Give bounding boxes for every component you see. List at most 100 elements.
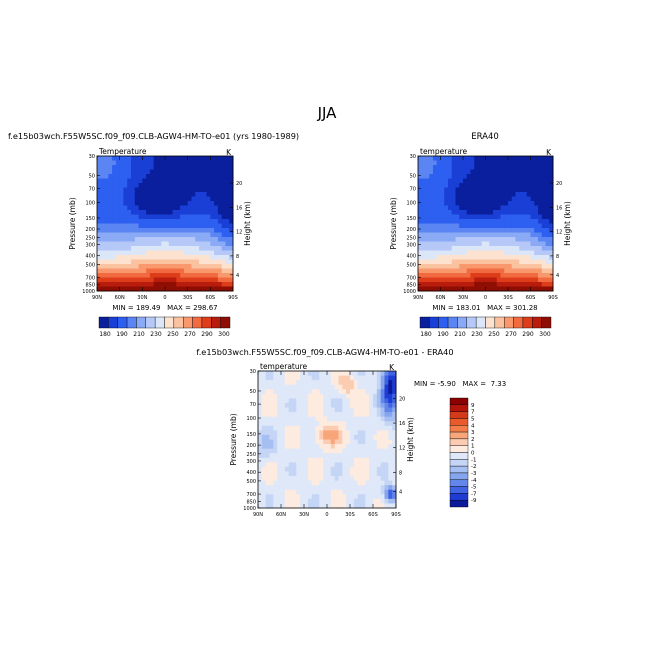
contour-cell bbox=[463, 273, 468, 278]
contour-cell bbox=[217, 264, 223, 269]
contour-cell bbox=[112, 187, 117, 193]
contour-cell bbox=[515, 201, 520, 206]
contour-cell bbox=[284, 398, 290, 404]
contour-cell bbox=[433, 205, 438, 211]
contour-cell bbox=[433, 187, 438, 193]
contour-cell bbox=[183, 160, 189, 166]
contour-cell bbox=[149, 214, 155, 220]
contour-cell bbox=[172, 178, 177, 184]
contour-cell bbox=[261, 498, 267, 504]
contour-cell bbox=[421, 237, 426, 242]
contour-cell bbox=[108, 165, 113, 170]
contour-cell bbox=[496, 214, 501, 220]
contour-cell bbox=[269, 375, 274, 381]
contour-cell bbox=[418, 156, 423, 161]
contour-cell bbox=[346, 384, 351, 390]
contour-cell bbox=[474, 196, 479, 202]
contour-cell bbox=[511, 165, 516, 170]
contour-cell bbox=[319, 466, 324, 472]
contour-cell bbox=[545, 255, 550, 260]
contour-cell bbox=[304, 480, 309, 486]
contour-cell bbox=[466, 277, 471, 283]
contour-cell bbox=[229, 228, 234, 233]
colorbar-box bbox=[449, 479, 469, 487]
contour-cell bbox=[206, 187, 211, 193]
contour-cell bbox=[115, 277, 121, 283]
contour-cell bbox=[530, 268, 535, 274]
contour-cell bbox=[515, 250, 520, 256]
contour-cell bbox=[530, 156, 535, 161]
contour-cell bbox=[380, 466, 385, 472]
contour-cell bbox=[261, 476, 267, 482]
contour-cell bbox=[463, 174, 468, 179]
colorbar-box bbox=[449, 411, 469, 419]
contour-cell bbox=[307, 416, 313, 422]
colorbar-box bbox=[449, 397, 469, 406]
contour-cell bbox=[258, 494, 263, 500]
contour-cell bbox=[342, 457, 347, 463]
contour-cell bbox=[131, 219, 136, 224]
contour-cell bbox=[112, 223, 117, 229]
contour-cell bbox=[353, 425, 359, 431]
contour-cell bbox=[277, 402, 282, 409]
contour-cell bbox=[319, 494, 324, 500]
contour-cell bbox=[451, 228, 456, 233]
contour-cell bbox=[168, 196, 174, 202]
contour-cell bbox=[373, 471, 378, 477]
contour-cell bbox=[466, 237, 471, 242]
contour-cell bbox=[304, 398, 309, 404]
contour-cell bbox=[104, 214, 109, 220]
contour-cell bbox=[541, 282, 546, 287]
contour-cell bbox=[466, 187, 471, 193]
contour-cell bbox=[319, 498, 324, 504]
contour-cell bbox=[277, 393, 282, 399]
contour-cell bbox=[104, 286, 109, 292]
contour-cell bbox=[323, 371, 328, 377]
contour-cell bbox=[459, 219, 464, 224]
contour-cell bbox=[523, 282, 528, 287]
height-tick-label: 20 bbox=[399, 396, 405, 402]
contour-cell bbox=[273, 412, 278, 418]
contour-cell bbox=[519, 214, 524, 220]
contour-cell bbox=[261, 393, 267, 399]
contour-cell bbox=[530, 241, 535, 247]
contour-cell bbox=[229, 183, 234, 188]
contour-cell bbox=[489, 178, 494, 184]
contour-cell bbox=[451, 286, 456, 292]
contour-cell bbox=[451, 223, 456, 229]
contour-cell bbox=[515, 264, 520, 269]
contour-cell bbox=[127, 268, 132, 274]
contour-cell bbox=[478, 192, 483, 197]
contour-cell bbox=[210, 282, 215, 287]
contour-cell bbox=[100, 223, 106, 229]
contour-cell bbox=[481, 264, 486, 269]
contour-cell bbox=[261, 485, 267, 491]
contour-cell bbox=[334, 407, 339, 413]
contour-cell bbox=[500, 232, 505, 238]
contour-cell bbox=[138, 160, 143, 166]
contour-cell bbox=[418, 187, 423, 193]
contour-cell bbox=[500, 237, 505, 242]
contour-cell bbox=[157, 228, 162, 233]
contour-cell bbox=[545, 223, 550, 229]
contour-cell bbox=[376, 398, 382, 404]
colorbar-box bbox=[541, 316, 552, 329]
contour-cell bbox=[273, 498, 278, 504]
contour-cell bbox=[108, 178, 113, 184]
contour-cell bbox=[451, 210, 456, 215]
contour-cell bbox=[500, 223, 505, 229]
contour-cell bbox=[146, 237, 151, 242]
contour-cell bbox=[436, 192, 441, 197]
contour-cell bbox=[346, 371, 351, 377]
contour-cell bbox=[146, 273, 151, 278]
contour-cell bbox=[225, 237, 230, 242]
contour-cell bbox=[187, 178, 192, 184]
contour-cell bbox=[319, 489, 324, 495]
contour-cell bbox=[134, 192, 140, 197]
contour-cell bbox=[519, 268, 524, 274]
contour-cell bbox=[195, 169, 200, 175]
contour-cell bbox=[206, 174, 211, 179]
contour-cell bbox=[504, 264, 509, 269]
contour-cell bbox=[474, 259, 479, 265]
contour-cell bbox=[545, 187, 550, 193]
